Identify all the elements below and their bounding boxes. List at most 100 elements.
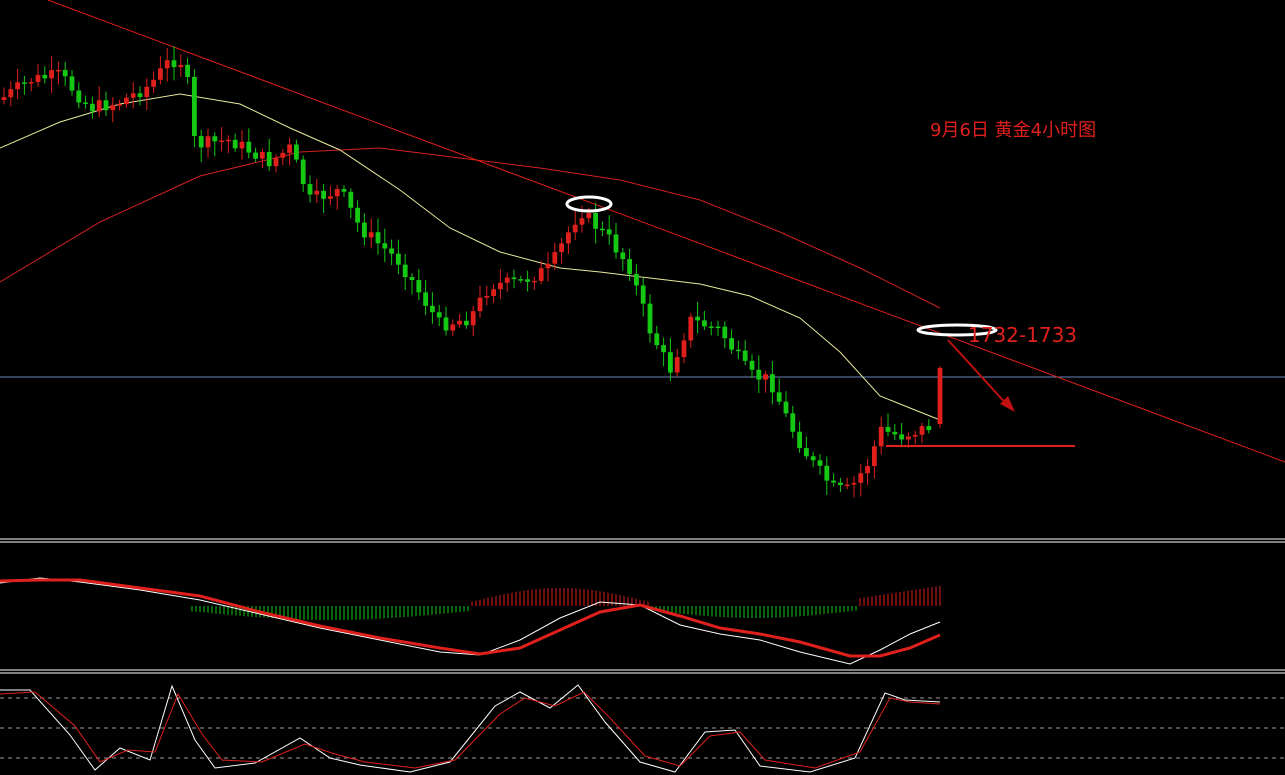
candle-body	[770, 374, 775, 393]
candle-body	[341, 188, 347, 192]
candle-body	[559, 243, 564, 253]
candle-body	[334, 188, 340, 197]
candle-body	[674, 357, 680, 373]
candle-body	[878, 426, 884, 447]
candle-body	[375, 232, 381, 244]
candle-body	[450, 324, 456, 331]
candle-body	[722, 326, 728, 339]
down-arrow-shaft	[947, 339, 1011, 409]
candle-body	[885, 426, 891, 432]
candle-body	[763, 374, 768, 380]
candle-body	[525, 279, 530, 282]
candle-body	[729, 338, 734, 350]
candle-body	[484, 295, 490, 298]
candle-body	[130, 93, 136, 98]
ma-short-path	[0, 93, 941, 421]
candle-body	[790, 413, 796, 432]
candle-body	[266, 151, 272, 167]
candle-body	[742, 350, 748, 361]
candle-body	[8, 89, 14, 98]
candle-body	[158, 68, 163, 80]
candle-body	[708, 326, 714, 328]
candle-body	[110, 104, 116, 111]
candle-body	[681, 340, 687, 358]
candle-body	[906, 436, 911, 440]
candle-body	[362, 222, 367, 238]
candle-body	[436, 312, 442, 318]
candle-body	[640, 285, 646, 304]
candle-body	[817, 460, 823, 466]
candle-body	[287, 144, 292, 153]
ma-long-path	[0, 147, 941, 309]
candle-body	[178, 64, 184, 68]
stochastic-d-line	[0, 691, 941, 769]
candle-body	[416, 280, 422, 293]
candle-body	[606, 229, 612, 235]
candle-body	[137, 93, 143, 98]
candle-body	[477, 297, 483, 312]
candle-body	[600, 228, 605, 231]
candles	[1, 46, 943, 498]
candle-body	[783, 401, 789, 414]
candle-body	[56, 69, 61, 72]
candle-body	[124, 97, 129, 105]
candle-body	[396, 253, 401, 265]
candle-body	[368, 232, 374, 238]
candle-body	[831, 480, 836, 483]
resistance-label: 1732-1733	[968, 323, 1078, 347]
candle-body	[504, 277, 510, 283]
stochastic-panel	[0, 684, 1285, 773]
macd-dea-line	[0, 578, 941, 658]
highlight-ellipse-high	[565, 195, 613, 213]
candle-body	[899, 434, 904, 440]
ma-short-line	[0, 93, 941, 421]
candle-body	[464, 320, 469, 326]
candle-body	[348, 191, 354, 208]
candle-body	[328, 196, 333, 199]
candle-body	[634, 273, 639, 286]
candle-body	[294, 144, 299, 160]
candle-body	[926, 426, 932, 431]
candle-body	[42, 74, 48, 79]
candle-body	[532, 280, 537, 283]
candle-body	[35, 74, 41, 83]
candle-body	[246, 141, 252, 153]
candle-body	[232, 139, 238, 149]
annotations	[565, 195, 1075, 447]
candle-body	[62, 69, 68, 77]
candle-body	[164, 60, 170, 69]
candle-body	[382, 243, 388, 249]
candle-body	[919, 426, 925, 435]
candle-body	[538, 268, 544, 281]
candle-body	[280, 152, 286, 158]
candle-body	[593, 213, 598, 229]
candle-body	[749, 360, 755, 370]
candle-body	[627, 259, 632, 274]
candle-body	[586, 213, 592, 219]
candle-body	[702, 320, 707, 327]
candle-body	[491, 289, 496, 296]
candle-body	[83, 102, 88, 104]
candle-body	[22, 82, 27, 84]
candle-body	[103, 100, 109, 111]
candle-body	[423, 292, 428, 306]
candle-body	[654, 333, 660, 346]
candle-body	[260, 151, 265, 159]
candle-body	[715, 326, 721, 329]
candle-body	[192, 76, 197, 137]
candle-body	[15, 82, 20, 90]
candle-body	[572, 224, 578, 233]
candle-body	[613, 234, 619, 253]
candle-body	[1, 97, 7, 100]
candle-body	[226, 139, 231, 142]
candle-body	[402, 264, 408, 278]
candle-body	[851, 482, 857, 485]
candle-body	[273, 157, 279, 167]
candle-body	[545, 263, 551, 269]
candle-body	[205, 136, 211, 148]
candle-body	[892, 431, 898, 435]
trendline	[47, 0, 1285, 463]
candle-body	[212, 136, 218, 142]
down-arrow-head	[1000, 396, 1015, 412]
